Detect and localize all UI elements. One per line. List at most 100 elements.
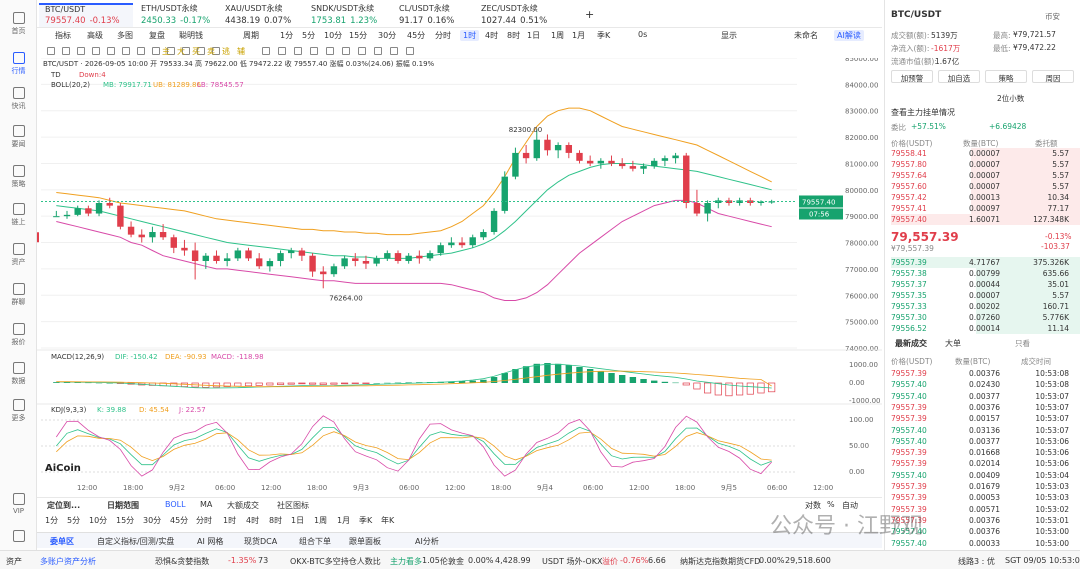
bottom-option-6[interactable]: 对数 xyxy=(805,501,821,510)
toolbar-item-22[interactable]: 未命名 xyxy=(794,31,818,40)
period-10[interactable]: 1日 xyxy=(291,516,305,525)
bottom-option-8[interactable]: 自动 xyxy=(842,501,858,510)
nav-item-0[interactable]: 首页 xyxy=(0,12,37,36)
right-button-0[interactable]: 加预警 xyxy=(891,70,933,83)
period-7[interactable]: 1时 xyxy=(223,516,237,525)
period-0[interactable]: 1分 xyxy=(45,516,59,525)
trade-tab-1[interactable]: 大单 xyxy=(945,339,961,348)
drawing-tool-icon[interactable] xyxy=(342,47,350,55)
toolbar-item-15[interactable]: 8时 xyxy=(507,31,521,40)
period-14[interactable]: 年K xyxy=(381,516,395,525)
symbol-tab[interactable]: XAU/USDT永续 4438.19 0.07% xyxy=(219,3,303,27)
drawing-tool-icon[interactable] xyxy=(358,47,366,55)
drawing-tool-icon[interactable] xyxy=(107,47,115,55)
ask-row[interactable]: 79558.41 0.00007 5.57 xyxy=(885,148,1080,159)
signal-tool-4[interactable]: 逃 xyxy=(222,47,230,56)
symbol-tab[interactable]: ZEC/USDT永续 1027.44 0.51% xyxy=(475,3,559,27)
period-12[interactable]: 1月 xyxy=(337,516,351,525)
panel-tab-5[interactable]: 跟单面板 xyxy=(349,537,381,546)
drawing-tool-icon[interactable] xyxy=(152,47,160,55)
drawing-tool-icon[interactable] xyxy=(294,47,302,55)
nav-item-8[interactable]: 报价 xyxy=(0,323,37,347)
period-3[interactable]: 15分 xyxy=(116,516,135,525)
drawing-tool-icon[interactable] xyxy=(62,47,70,55)
toolbar-item-6[interactable]: 1分 xyxy=(280,31,294,40)
drawing-tool-icon[interactable] xyxy=(278,47,286,55)
symbol-tab[interactable]: CL/USDT永续 91.17 0.16% xyxy=(393,3,477,27)
drawing-tool-icon[interactable] xyxy=(122,47,130,55)
toolbar-item-12[interactable]: 分时 xyxy=(435,31,451,40)
nav-item-3[interactable]: 要闻 xyxy=(0,125,37,149)
drawing-tool-icon[interactable] xyxy=(326,47,334,55)
period-9[interactable]: 8时 xyxy=(269,516,283,525)
nav-item-10[interactable]: 更多 xyxy=(0,399,37,423)
bid-row[interactable]: 79556.52 0.00014 11.14 xyxy=(885,323,1080,334)
mainforce-link[interactable]: 查看主力挂单情况 xyxy=(891,108,955,117)
ask-row[interactable]: 79557.41 0.00097 77.17 xyxy=(885,203,1080,214)
trade-filter[interactable]: 只看 xyxy=(1015,339,1030,348)
drawing-tool-icon[interactable] xyxy=(406,47,414,55)
symbol-tab[interactable]: BTC/USDT 79557.40 -0.13% xyxy=(39,3,133,27)
bid-row[interactable]: 79557.33 0.00202 160.71 xyxy=(885,301,1080,312)
period-4[interactable]: 30分 xyxy=(143,516,162,525)
signal-tool-2[interactable]: 买 xyxy=(192,47,200,56)
signal-tool-5[interactable]: 辅 xyxy=(237,47,245,56)
period-13[interactable]: 季K xyxy=(359,516,373,525)
right-button-3[interactable]: 周因 xyxy=(1032,70,1074,83)
period-8[interactable]: 4时 xyxy=(246,516,260,525)
toolbar-item-16[interactable]: 1日 xyxy=(527,31,541,40)
period-11[interactable]: 1周 xyxy=(314,516,328,525)
panel-tab-0[interactable]: 委单区 xyxy=(50,537,74,546)
toolbar-item-20[interactable]: 0s xyxy=(638,30,648,39)
toolbar-item-3[interactable]: 复盘 xyxy=(149,31,165,40)
panel-tab-1[interactable]: 自定义指标/回测/实盘 xyxy=(97,537,175,546)
toolbar-item-19[interactable]: 季K xyxy=(597,31,611,40)
drawing-tool-icon[interactable] xyxy=(137,47,145,55)
ask-row[interactable]: 79557.42 0.00013 10.34 xyxy=(885,192,1080,203)
drawing-tool-icon[interactable] xyxy=(310,47,318,55)
panel-tab-4[interactable]: 组合下单 xyxy=(299,537,331,546)
bottom-option-5[interactable]: 社区图标 xyxy=(277,501,309,510)
drawing-tool-icon[interactable] xyxy=(182,47,190,55)
toolbar-item-21[interactable]: 显示 xyxy=(721,31,737,40)
signal-tool-1[interactable]: 大 xyxy=(177,47,185,56)
toolbar-item-10[interactable]: 30分 xyxy=(378,31,397,40)
depth-precision-select[interactable]: 2位小数 xyxy=(997,94,1025,103)
period-6[interactable]: 分时 xyxy=(196,516,212,525)
panel-tab-3[interactable]: 现货DCA xyxy=(244,537,278,546)
bid-row[interactable]: 79557.35 0.00007 5.57 xyxy=(885,290,1080,301)
exchange-select[interactable]: 币安 xyxy=(1045,12,1060,21)
nav-item-2[interactable]: 快讯 xyxy=(0,87,37,111)
bottom-option-7[interactable]: % xyxy=(827,500,835,509)
trade-tab-0[interactable]: 最新成交 xyxy=(895,339,927,348)
panel-tab-2[interactable]: AI 网格 xyxy=(197,537,224,546)
nav-item-4[interactable]: 策略 xyxy=(0,165,37,189)
drawing-tool-icon[interactable] xyxy=(92,47,100,55)
drawing-tool-icon[interactable] xyxy=(262,47,270,55)
period-1[interactable]: 5分 xyxy=(67,516,81,525)
toolbar-item-5[interactable]: 周期 xyxy=(243,31,259,40)
toolbar-item-0[interactable]: 指标 xyxy=(55,31,71,40)
bottom-option-2[interactable]: BOLL xyxy=(165,500,186,509)
ask-row[interactable]: 79557.40 1.60071 127.348K xyxy=(885,214,1080,225)
toolbar-item-17[interactable]: 1周 xyxy=(551,31,565,40)
toolbar-item-2[interactable]: 多图 xyxy=(117,31,133,40)
toolbar-item-9[interactable]: 15分 xyxy=(349,31,368,40)
toolbar-item-1[interactable]: 高级 xyxy=(87,31,103,40)
bid-row[interactable]: 79557.37 0.00044 35.01 xyxy=(885,279,1080,290)
toolbar-item-8[interactable]: 10分 xyxy=(324,31,343,40)
symbol-tab[interactable]: SNDK/USDT永续 1753.81 1.23% xyxy=(305,3,389,27)
toolbar-item-4[interactable]: 聪明钱 xyxy=(179,31,203,40)
nav-item-7[interactable]: 群聊 xyxy=(0,283,37,307)
kline-chart-area[interactable]: 85000.00 84000.00 83000.00 82000.00 81000.00… xyxy=(23,55,882,498)
nav-item-11[interactable]: VIP xyxy=(0,493,37,515)
ask-row[interactable]: 79557.60 0.00007 5.57 xyxy=(885,181,1080,192)
bid-row[interactable]: 79557.38 0.00799 635.66 xyxy=(885,268,1080,279)
toolbar-item-18[interactable]: 1月 xyxy=(572,31,586,40)
nav-item-5[interactable]: 链上 xyxy=(0,203,37,227)
period-2[interactable]: 10分 xyxy=(89,516,108,525)
bottom-option-4[interactable]: 大额成交 xyxy=(227,501,259,510)
toolbar-item-23[interactable]: AI解读 xyxy=(834,30,864,41)
kline-chart-svg[interactable]: 85000.00 84000.00 83000.00 82000.00 81000.00… xyxy=(23,55,882,498)
drawing-tool-icon[interactable] xyxy=(197,47,205,55)
